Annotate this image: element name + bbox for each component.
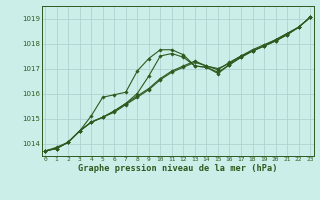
X-axis label: Graphe pression niveau de la mer (hPa): Graphe pression niveau de la mer (hPa) <box>78 164 277 173</box>
